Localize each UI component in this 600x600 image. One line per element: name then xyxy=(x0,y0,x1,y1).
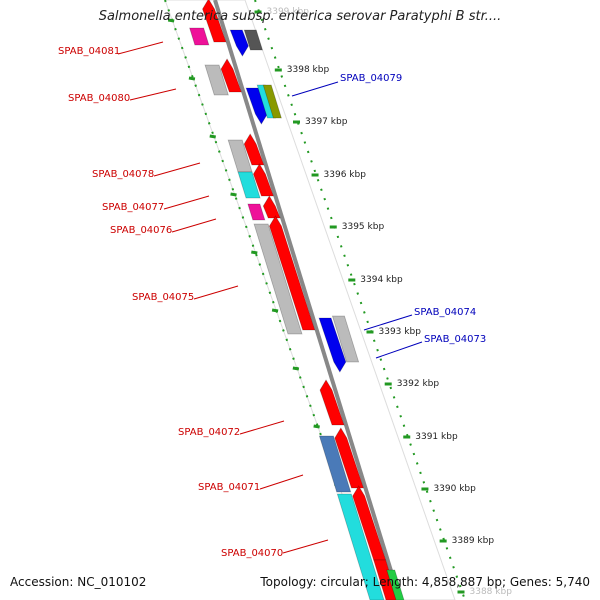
guide-dash xyxy=(167,18,175,23)
guide-dash xyxy=(271,308,279,313)
gene-leader-line xyxy=(282,539,329,554)
axis-ticks: 3399 kbp 3398 kbp 3397 kbp 3396 kbp 3395 kbp… xyxy=(254,7,513,597)
gene-leader-line xyxy=(259,474,304,490)
gene-leader-line xyxy=(239,420,285,435)
gene-block-04074 xyxy=(318,317,347,373)
gene-label-spab_04070[interactable]: SPAB_04070 xyxy=(221,548,283,559)
backbone-line xyxy=(213,0,402,600)
gene-block-top-dark xyxy=(243,29,263,51)
gene-block-04079-c xyxy=(262,84,282,119)
gene-block-04080 xyxy=(220,58,242,93)
gene-label-spab_04081[interactable]: SPAB_04081 xyxy=(58,46,120,57)
gene-leader-line xyxy=(363,314,413,331)
gene-label-spab_04078[interactable]: SPAB_04078 xyxy=(92,169,154,180)
gene-block-04070-b xyxy=(336,493,385,600)
gene-block-04077 xyxy=(252,163,275,197)
gene-leader-line xyxy=(163,195,210,210)
gene-labels[interactable]: SPAB_04081 SPAB_04080 SPAB_04079 SPAB_04078… xyxy=(58,41,486,559)
gene-leader-line xyxy=(153,162,201,177)
axis-tick-label: 3398 kbp xyxy=(287,65,330,75)
axis-tick-label: 3388 kbp xyxy=(470,587,513,597)
genome-summary-text: Topology: circular; Length: 4,858,887 bp… xyxy=(260,575,590,589)
gene-label-spab_04074[interactable]: SPAB_04074 xyxy=(414,307,476,318)
axis-tick-label: 3399 kbp xyxy=(267,7,310,17)
gene-block-04073 xyxy=(331,315,360,363)
gene-label-spab_04077[interactable]: SPAB_04077 xyxy=(102,202,164,213)
gene-leader-line xyxy=(375,341,423,359)
gene-block-04069 xyxy=(373,559,399,600)
guide-dash xyxy=(313,424,320,429)
gene-label-spab_04075[interactable]: SPAB_04075 xyxy=(132,292,194,303)
gene-label-spab_04079[interactable]: SPAB_04079 xyxy=(340,73,402,84)
gene-leader-line xyxy=(291,81,339,97)
gene-block-04071-b xyxy=(318,435,352,493)
genome-backbone xyxy=(213,0,402,600)
gene-label-spab_04080[interactable]: SPAB_04080 xyxy=(68,93,130,104)
gene-leader-line xyxy=(117,41,164,55)
guide-dash xyxy=(230,192,237,197)
gene-leader-line xyxy=(171,218,217,233)
gene-block-04077-b xyxy=(237,171,261,199)
guide-dash xyxy=(292,366,300,371)
axis-tick-label: 3390 kbp xyxy=(433,484,476,494)
gene-block-04078 xyxy=(243,133,265,166)
gene-label-spab_04076[interactable]: SPAB_04076 xyxy=(110,225,172,236)
axis-tick-label: 3391 kbp xyxy=(415,432,458,442)
axis-tick-label: 3395 kbp xyxy=(342,222,385,232)
guide-dash xyxy=(188,76,196,81)
axis-tick-label: 3389 kbp xyxy=(452,536,495,546)
gene-block-04079 xyxy=(245,87,268,125)
gene-label-spab_04072[interactable]: SPAB_04072 xyxy=(178,427,240,438)
gene-label-spab_04073[interactable]: SPAB_04073 xyxy=(424,334,486,345)
gene-block-04081-b xyxy=(189,27,210,46)
gene-block-04080-b xyxy=(204,64,229,96)
axis-tick-label: 3394 kbp xyxy=(360,275,403,285)
gene-block-04076 xyxy=(262,195,281,219)
gene-leader-line xyxy=(129,88,177,101)
guide-dash xyxy=(209,134,216,139)
gene-block-04075 xyxy=(269,215,316,331)
gene-label-spab_04071[interactable]: SPAB_04071 xyxy=(198,482,260,493)
axis-tick-label: 3392 kbp xyxy=(397,379,440,389)
gene-leader-line xyxy=(193,285,239,300)
gene-block-04081 xyxy=(202,0,227,43)
gene-block-04072 xyxy=(319,379,345,426)
gene-block-04076-b xyxy=(247,203,266,221)
axis-tick-label: 3393 kbp xyxy=(379,327,422,337)
gene-features xyxy=(189,0,405,600)
gene-block-top-blue xyxy=(229,29,249,57)
axis-tick-label: 3397 kbp xyxy=(305,117,348,127)
map-title: Salmonella enterica subsp. enterica sero… xyxy=(98,9,502,24)
guide-dash xyxy=(251,250,258,255)
gene-block-04071 xyxy=(334,427,365,489)
gene-block-bottom-green xyxy=(386,569,405,600)
accession-text: Accession: NC_010102 xyxy=(10,575,147,589)
axis-tick-label: 3396 kbp xyxy=(324,170,367,180)
gene-block-04075-b xyxy=(253,223,303,335)
